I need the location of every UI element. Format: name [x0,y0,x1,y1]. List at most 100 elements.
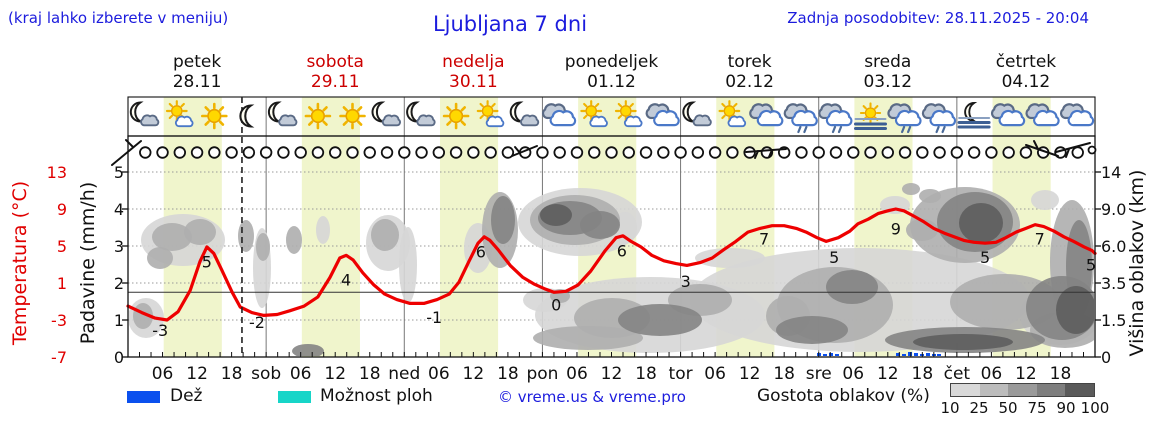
cloud-cover-circle [881,146,894,159]
cloud-blob [292,344,324,356]
day-date-label: 29.11 [311,72,360,92]
weather-icon-moon-cloud [269,103,297,126]
cloud-cover-circle [329,146,342,159]
cloud-cover-circle [639,146,653,159]
day-name-label: ponedeljek [565,52,659,72]
hour-axis-label: 06 [428,364,450,384]
day-abbr-label: tor [669,364,693,384]
hour-axis-label: 12 [186,364,208,384]
weather-icon-moon-cloud [511,103,539,126]
temperature-tick-label: 5 [57,237,67,256]
hour-axis-label: 12 [739,364,761,384]
wind-barb [111,140,142,166]
precipitation-tick-label: 3 [114,237,124,256]
cloud-cover-circle [553,146,566,159]
cloud-cover-circle [311,146,325,159]
weather-icon-clouds [1061,104,1093,125]
cloud-blob [316,216,330,244]
weather-icon-moon-fog [959,103,989,127]
cloud-cover-circle [156,146,169,159]
wind-barb [1033,140,1039,150]
hour-axis-label: 12 [324,364,346,384]
cloud-cover-circle [708,146,722,159]
hour-axis-label: 18 [635,364,657,384]
weather-icon-moon-cloud [407,103,435,126]
cloud-cover-circle [1002,146,1015,159]
rain-bar [937,354,941,356]
weather-icon-moon-cloud [683,103,711,126]
cloud-cover-circle [346,146,359,159]
temperature-value-label: 5 [202,253,212,272]
cloud-blob [533,326,643,350]
day-name-label: nedelja [442,52,504,72]
cloud-blob [618,304,702,336]
copyright-link[interactable]: © vreme.us & vreme.pro [498,388,686,406]
cloud-height-tick-label: 6.0 [1101,237,1126,256]
cloud-cover-circle [726,146,739,159]
hour-axis-label: 06 [290,364,312,384]
cloud-cover-circle [432,146,446,159]
precipitation-tick-label: 2 [114,274,124,293]
weather-icon-sun [304,102,332,130]
cloud-cover-circle [208,146,221,159]
cloud-blob [399,227,417,303]
cloud-cover-circle [363,146,376,159]
temperature-value-label: -1 [426,308,442,327]
weather-icon-sun [339,102,366,130]
wind-barb [768,149,773,158]
cloud-height-tick-label: 9.0 [1101,200,1126,219]
day-abbr-label: pon [526,364,558,384]
rain-bar [896,353,900,356]
hour-axis-label: 06 [842,364,864,384]
cloud-density-legend-label: Gostota oblakov (%) [757,386,930,406]
temperature-value-label: 6 [476,243,486,262]
cloud-cover-circle [657,146,670,159]
cloud-blob [238,220,254,252]
density-scale-label: 50 [998,399,1018,417]
cloud-cover-circle [173,146,187,159]
precipitation-tick-label: 0 [114,348,124,367]
cloud-blob [491,196,515,244]
cloud-cover-circle [139,146,152,159]
cloud-cover-circle [277,146,290,159]
day-abbr-label: čet [944,364,971,384]
cloud-cover-circle [190,146,204,159]
cloud-cover-circle [674,146,687,159]
cloud-blob [826,270,878,304]
cloud-cover-circle [536,146,549,159]
cloud-blob [147,247,173,269]
day-name-label: torek [728,52,772,72]
temperature-value-label: -2 [249,313,265,332]
wind-barb [1065,148,1070,158]
wind-barb [511,145,538,157]
temperature-value-label: 7 [1035,230,1045,249]
wind-barb [125,139,134,148]
hour-axis-label: 06 [566,364,588,384]
cloud-cover-circle [570,146,584,159]
hour-axis-label: 18 [912,364,934,384]
showers-legend-swatch [278,391,311,403]
day-name-label: sobota [306,52,364,72]
hour-axis-label: 06 [152,364,174,384]
cloud-cover-circle [294,146,307,159]
hour-axis-label: 18 [773,364,795,384]
cloud-blob [371,219,399,251]
hour-axis-label: 18 [497,364,519,384]
temperature-value-label: 0 [551,295,561,314]
cloud-cover-circle [1019,146,1033,159]
weather-icon-moon-cloud [373,103,401,126]
cloud-cover-circle [449,146,463,159]
cloud-blob [776,316,848,344]
cloud-cover-circle [605,146,618,159]
day-date-label: 03.12 [863,72,912,92]
cloud-blob [902,183,920,195]
density-scale-label: 25 [969,399,989,417]
temperature-value-label: 5 [829,248,839,267]
weather-icon-sun [442,102,470,130]
cloud-height-tick-label: 14 [1101,163,1121,182]
day-name-label: četrtek [996,52,1057,72]
density-segment [979,384,1009,396]
rain-bar [829,353,833,356]
